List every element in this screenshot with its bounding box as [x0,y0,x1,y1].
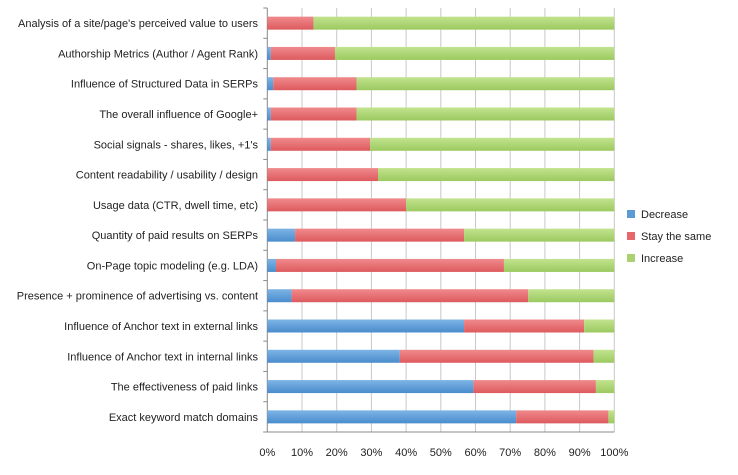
legend-swatch [627,232,635,240]
category-label: The effectiveness of paid links [111,382,259,394]
x-tick-label: 50% [430,447,452,459]
legend-label: Stay the same [641,231,711,243]
bar-increase [377,168,615,182]
x-tick-label: 30% [360,447,382,459]
bar-stay-the-same [267,198,407,212]
category-label: Usage data (CTR, dwell time, etc) [93,200,258,212]
bar-increase [313,16,615,30]
bar-stay-the-same [275,258,504,272]
x-tick-label: 80% [534,447,556,459]
bar-stay-the-same [273,77,357,91]
bar-decrease [267,349,400,363]
bar-stay-the-same [516,410,609,424]
legend-label: Increase [641,253,683,265]
bar-decrease [267,107,271,121]
category-label: Content readability / usability / design [76,170,258,182]
bar-decrease [267,137,271,151]
bar-stay-the-same [270,46,335,60]
bar-stay-the-same [270,107,357,121]
x-tick-label: 100% [600,447,628,459]
bar-stay-the-same [267,16,314,30]
bar-decrease [267,319,465,333]
bar-decrease [267,410,517,424]
bar-increase [356,77,615,91]
bar-increase [464,228,615,242]
bar-decrease [267,228,296,242]
bars [267,16,615,424]
bar-increase [503,258,615,272]
x-tick-label: 0% [259,447,275,459]
bar-stay-the-same [399,349,594,363]
bar-decrease [267,289,292,303]
category-label: Quantity of paid results on SERPs [92,230,259,242]
bar-stay-the-same [270,137,371,151]
legend-swatch [627,210,635,218]
bar-decrease [267,46,271,60]
category-label: Influence of Structured Data in SERPs [71,79,259,91]
x-tick-label: 10% [291,447,313,459]
category-label: On-Page topic modeling (e.g. LDA) [87,260,258,272]
gridlines [263,7,615,433]
legend-label: Decrease [641,209,688,221]
bar-decrease [267,380,474,394]
x-tick-label: 90% [569,447,591,459]
bar-stay-the-same [267,168,378,182]
category-label: The overall influence of Google+ [99,109,258,121]
bar-stay-the-same [464,319,585,333]
bar-increase [370,137,615,151]
category-label: Influence of Anchor text in internal lin… [67,351,258,363]
x-tick-label: 70% [499,447,521,459]
category-label: Exact keyword match domains [109,412,259,424]
bar-increase [356,107,615,121]
category-label: Authorship Metrics (Author / Agent Rank) [58,48,258,60]
bar-decrease [267,258,276,272]
bar-stay-the-same [295,228,465,242]
x-tick-labels: 0% 10% 20% 30% 40% 50% 60% 70% 80% 90% 100% [259,447,628,459]
bar-increase [406,198,615,212]
x-tick-label: 20% [326,447,348,459]
bar-increase [334,46,615,60]
bar-increase [595,380,615,394]
category-label: Analysis of a site/page's perceived valu… [18,18,258,30]
legend-swatch [627,254,635,262]
category-label: Social signals - shares, likes, +1's [94,139,259,151]
category-label: Influence of Anchor text in external lin… [64,321,258,333]
bar-increase [608,410,615,424]
bar-stay-the-same [291,289,529,303]
category-labels: Analysis of a site/page's perceived valu… [17,18,259,424]
bar-increase [528,289,615,303]
category-label: Presence + prominence of advertising vs.… [17,291,258,303]
bar-decrease [267,77,274,91]
bar-increase [593,349,615,363]
bar-increase [584,319,615,333]
bar-stay-the-same [473,380,596,394]
legend: Decrease Stay the same Increase [627,209,711,265]
x-tick-label: 40% [395,447,417,459]
x-tick-label: 60% [464,447,486,459]
